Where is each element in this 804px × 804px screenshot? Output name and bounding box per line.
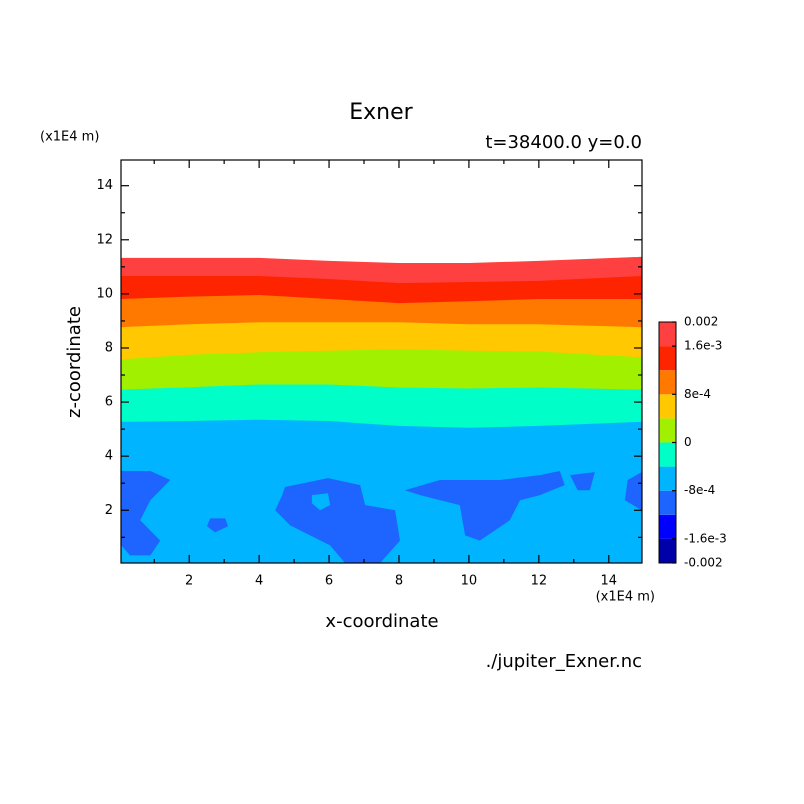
y-tick-label: 12 (96, 232, 113, 247)
contour-band (207, 518, 228, 533)
contour-band (624, 472, 642, 511)
colorbar-segment (659, 514, 676, 539)
colorbar-tick-label: 8e-4 (684, 387, 711, 401)
x-unit: (x1E4 m) (596, 590, 655, 605)
y-tick-label: 10 (96, 286, 113, 301)
colorbar-tick-label: -0.002 (684, 556, 723, 570)
x-tick-label: 14 (601, 574, 618, 589)
colorbar-segment (659, 442, 676, 467)
colorbar-segment (659, 538, 676, 563)
colorbar-segment (659, 394, 676, 419)
y-tick-label: 2 (105, 503, 113, 518)
y-axis-label: z-coordinate (64, 306, 85, 418)
y-tick-label: 6 (105, 395, 113, 410)
plot-frame (120, 159, 643, 564)
y-tick-label: 4 (105, 449, 113, 464)
x-tick-label: 6 (325, 574, 333, 589)
contour-field (121, 256, 642, 563)
contour-band (404, 471, 565, 541)
chart-title: Exner (349, 100, 413, 125)
colorbar-tick-label: -1.6e-3 (684, 531, 727, 545)
y-tick-label: 8 (105, 340, 113, 355)
x-axis-label: x-coordinate (325, 611, 438, 632)
x-tick-label: 10 (461, 574, 478, 589)
colorbar-segment (659, 370, 676, 395)
contour-band (311, 493, 331, 511)
colorbar-tick-label: 1.6e-3 (684, 339, 722, 353)
colorbar-segment (659, 418, 676, 443)
chart-subtitle: t=38400.0 y=0.0 (485, 132, 642, 153)
contour-band (121, 419, 642, 563)
x-tick-label: 2 (185, 574, 193, 589)
colorbar-tick-label: -8e-4 (684, 483, 715, 497)
colorbar-segment (659, 466, 676, 491)
colorbar-segment (659, 490, 676, 515)
source-file: ./jupiter_Exner.nc (486, 651, 642, 672)
y-unit: (x1E4 m) (40, 130, 99, 145)
contour-band (570, 472, 595, 491)
colorbar-segment (659, 346, 676, 371)
contour-band (121, 471, 171, 556)
x-tick-label: 4 (255, 574, 263, 589)
colorbar-tick-label: 0.002 (684, 315, 718, 329)
x-tick-label: 12 (531, 574, 548, 589)
colorbar-segment (659, 322, 676, 347)
colorbar-tick-label: 0 (684, 435, 692, 449)
x-tick-label: 8 (395, 574, 403, 589)
contour-band (275, 478, 400, 563)
y-tick-label: 14 (96, 178, 113, 193)
